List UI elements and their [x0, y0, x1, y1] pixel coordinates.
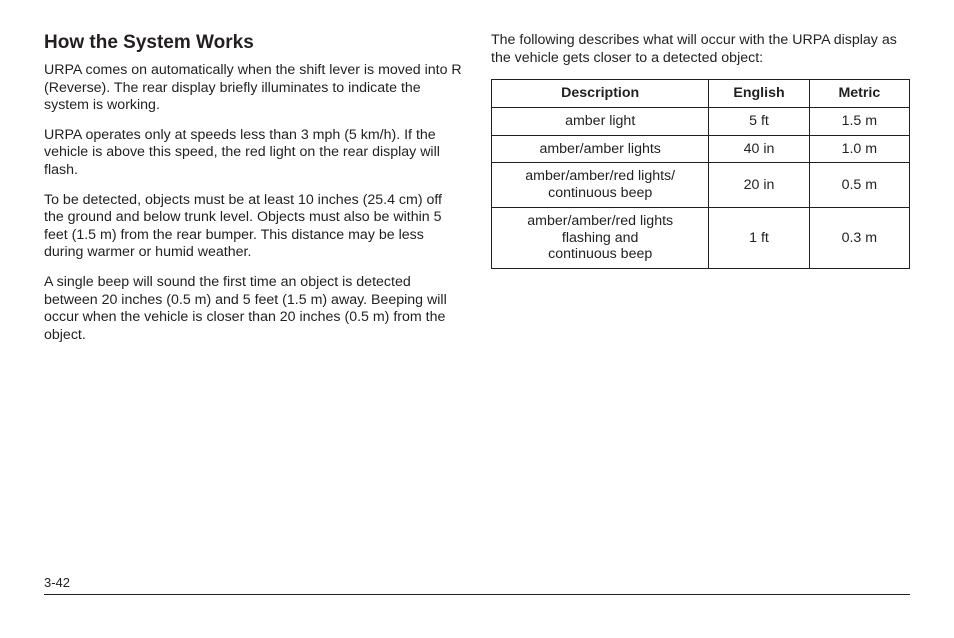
cell-english: 20 in [709, 163, 809, 208]
table-row: amber/amber/red lightsflashing andcontin… [492, 207, 910, 268]
cell-english: 40 in [709, 135, 809, 163]
table-intro: The following describes what will occur … [491, 32, 910, 67]
cell-description: amber/amber/red lightsflashing andcontin… [492, 207, 709, 268]
left-column: How the System Works URPA comes on autom… [44, 32, 463, 357]
page-number: 3-42 [44, 575, 70, 590]
cell-metric: 1.0 m [809, 135, 909, 163]
table-header-row: Description English Metric [492, 80, 910, 108]
cell-metric: 1.5 m [809, 107, 909, 135]
cell-description: amber/amber/red lights/continuous beep [492, 163, 709, 208]
section-heading: How the System Works [44, 32, 463, 54]
cell-english: 1 ft [709, 207, 809, 268]
th-description: Description [492, 80, 709, 108]
cell-description: amber light [492, 107, 709, 135]
paragraph: A single beep will sound the first time … [44, 274, 463, 344]
paragraph: URPA comes on automatically when the shi… [44, 62, 463, 115]
th-english: English [709, 80, 809, 108]
table-row: amber/amber lights 40 in 1.0 m [492, 135, 910, 163]
columns: How the System Works URPA comes on autom… [44, 32, 910, 357]
paragraph: To be detected, objects must be at least… [44, 192, 463, 262]
page: How the System Works URPA comes on autom… [0, 0, 954, 638]
table-row: amber/amber/red lights/continuous beep 2… [492, 163, 910, 208]
cell-metric: 0.5 m [809, 163, 909, 208]
cell-description: amber/amber lights [492, 135, 709, 163]
table-row: amber light 5 ft 1.5 m [492, 107, 910, 135]
cell-english: 5 ft [709, 107, 809, 135]
urpa-table: Description English Metric amber light 5… [491, 79, 910, 269]
cell-metric: 0.3 m [809, 207, 909, 268]
paragraph: URPA operates only at speeds less than 3… [44, 127, 463, 180]
right-column: The following describes what will occur … [491, 32, 910, 357]
page-footer: 3-42 [44, 594, 910, 610]
th-metric: Metric [809, 80, 909, 108]
